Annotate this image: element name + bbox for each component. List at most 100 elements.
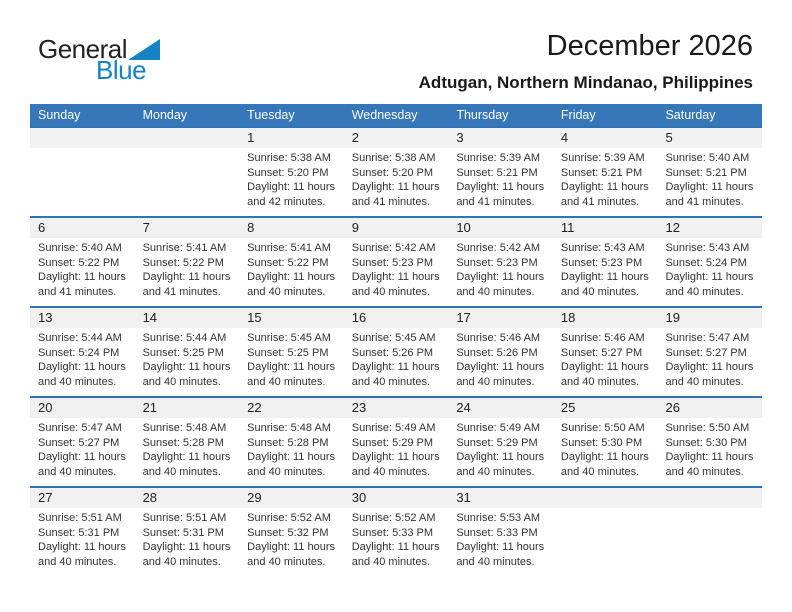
day-number: 16 (343, 308, 449, 328)
day-number: 7 (134, 218, 240, 238)
day-number: 28 (134, 488, 240, 508)
day-details: Sunrise: 5:51 AM Sunset: 5:31 PM Daylight:… (135, 508, 240, 569)
detail-line: Sunrise: 5:47 AM (38, 422, 122, 434)
day-cell: 5 Sunrise: 5:40 AM Sunset: 5:21 PM Daylight… (657, 128, 763, 216)
detail-line: Sunrise: 5:45 AM (351, 332, 436, 344)
detail-line: Sunset: 5:21 PM (665, 166, 747, 179)
day-details: Sunrise: 5:39 AM Sunset: 5:21 PM Daylight:… (448, 148, 553, 209)
detail-line: Sunset: 5:22 PM (38, 256, 120, 269)
day-details: Sunrise: 5:47 AM Sunset: 5:27 PM Daylight:… (657, 328, 762, 389)
detail-line: and 40 minutes. (665, 465, 744, 478)
day-cell: 7 Sunrise: 5:41 AM Sunset: 5:22 PM Daylight… (134, 218, 240, 306)
detail-line: Sunset: 5:33 PM (351, 526, 434, 539)
general-blue-logo: General Blue (38, 36, 160, 83)
detail-line: Sunrise: 5:46 AM (560, 332, 645, 344)
detail-line: and 41 minutes. (38, 285, 117, 298)
detail-line: Sunset: 5:26 PM (351, 346, 434, 359)
weekday-saturday: Saturday (665, 108, 716, 122)
page-subtitle: Adtugan, Northern Mindanao, Philippines (418, 73, 753, 92)
detail-line: Daylight: 11 hours (38, 451, 126, 463)
day-cell: 26 Sunrise: 5:50 AM Sunset: 5:30 PM Dayligh… (657, 398, 763, 486)
detail-line: and 42 minutes. (247, 195, 326, 208)
detail-line: and 40 minutes. (142, 465, 221, 478)
detail-line: Daylight: 11 hours (560, 181, 649, 193)
detail-line: and 40 minutes. (456, 285, 535, 298)
day-details: Sunrise: 5:38 AM Sunset: 5:20 PM Daylight:… (344, 148, 449, 209)
detail-line: Sunrise: 5:51 AM (38, 512, 122, 524)
detail-line: and 40 minutes. (665, 285, 744, 298)
day-details: Sunrise: 5:46 AM Sunset: 5:26 PM Daylight:… (448, 328, 553, 389)
weekday-thursday: Thursday (456, 108, 509, 122)
weekday-wednesday: Wednesday (351, 108, 418, 122)
day-number: 21 (134, 398, 240, 418)
detail-line: Daylight: 11 hours (456, 181, 545, 193)
day-number: 12 (657, 218, 763, 238)
day-cell: 15 Sunrise: 5:45 AM Sunset: 5:25 PM Dayligh… (239, 308, 344, 396)
detail-line: Daylight: 11 hours (142, 361, 231, 373)
detail-line: Sunset: 5:21 PM (560, 166, 643, 179)
detail-line: Sunset: 5:25 PM (142, 346, 224, 359)
day-details: Sunrise: 5:49 AM Sunset: 5:29 PM Daylight:… (448, 418, 553, 479)
day-number: 6 (30, 218, 135, 238)
day-number: 24 (448, 398, 553, 418)
day-cell: 25 Sunrise: 5:50 AM Sunset: 5:30 PM Dayligh… (552, 398, 658, 486)
detail-line: Sunrise: 5:43 AM (665, 242, 750, 254)
detail-line: Sunset: 5:30 PM (665, 436, 747, 449)
day-details: Sunrise: 5:43 AM Sunset: 5:23 PM Daylight:… (553, 238, 658, 299)
detail-line: Daylight: 11 hours (38, 541, 126, 553)
detail-line: Sunrise: 5:42 AM (351, 242, 436, 254)
detail-line: Daylight: 11 hours (351, 181, 440, 193)
detail-line: Sunrise: 5:39 AM (456, 152, 541, 164)
day-details: Sunrise: 5:52 AM Sunset: 5:32 PM Daylight:… (239, 508, 344, 569)
detail-line: Sunset: 5:26 PM (456, 346, 538, 359)
detail-line: Sunrise: 5:50 AM (665, 422, 750, 434)
detail-line: and 41 minutes. (560, 195, 640, 208)
day-details: Sunrise: 5:42 AM Sunset: 5:23 PM Daylight:… (448, 238, 553, 299)
weekday-tuesday: Tuesday (247, 108, 295, 122)
day-details: Sunrise: 5:41 AM Sunset: 5:22 PM Daylight:… (239, 238, 344, 299)
detail-line: Sunrise: 5:45 AM (247, 332, 331, 344)
day-number: 1 (239, 128, 344, 148)
day-number: 20 (30, 398, 135, 418)
day-number: 29 (239, 488, 344, 508)
week-row: 20 Sunrise: 5:47 AM Sunset: 5:27 PM Dayligh… (30, 396, 763, 486)
detail-line: and 40 minutes. (142, 555, 221, 568)
weekday-monday: Monday (142, 108, 188, 122)
detail-line: Sunrise: 5:40 AM (665, 152, 750, 164)
detail-line: and 40 minutes. (38, 555, 117, 568)
day-cell: 14 Sunrise: 5:44 AM Sunset: 5:25 PM Dayligh… (134, 308, 240, 396)
detail-line: Daylight: 11 hours (456, 541, 545, 553)
detail-line: Sunrise: 5:49 AM (456, 422, 541, 434)
day-details: Sunrise: 5:44 AM Sunset: 5:24 PM Daylight:… (30, 328, 135, 389)
day-details: Sunrise: 5:51 AM Sunset: 5:31 PM Daylight:… (30, 508, 135, 569)
detail-line: and 40 minutes. (560, 465, 640, 478)
day-details: Sunrise: 5:44 AM Sunset: 5:25 PM Daylight:… (135, 328, 240, 389)
day-number: 15 (239, 308, 344, 328)
detail-line: Daylight: 11 hours (38, 361, 126, 373)
day-number: 25 (552, 398, 658, 418)
empty-day-cell (657, 488, 763, 576)
day-number (552, 488, 658, 508)
day-cell: 17 Sunrise: 5:46 AM Sunset: 5:26 PM Dayligh… (448, 308, 553, 396)
calendar: Sunday Monday Tuesday Wednesday Thursday… (30, 104, 763, 576)
detail-line: and 40 minutes. (456, 375, 535, 388)
detail-line: Sunrise: 5:48 AM (247, 422, 331, 434)
day-cell: 9 Sunrise: 5:42 AM Sunset: 5:23 PM Daylight… (343, 218, 449, 306)
detail-line: Sunrise: 5:51 AM (142, 512, 227, 524)
detail-line: Sunset: 5:30 PM (560, 436, 643, 449)
day-cell: 29 Sunrise: 5:52 AM Sunset: 5:32 PM Dayligh… (239, 488, 344, 576)
logo-text-general: General (38, 34, 128, 64)
day-details: Sunrise: 5:53 AM Sunset: 5:33 PM Daylight:… (448, 508, 553, 569)
logo-triangle-icon (128, 39, 160, 60)
detail-line: Daylight: 11 hours (247, 271, 336, 283)
day-details: Sunrise: 5:49 AM Sunset: 5:29 PM Daylight:… (344, 418, 449, 479)
detail-line: Sunset: 5:23 PM (456, 256, 538, 269)
day-number (30, 128, 135, 148)
detail-line: Sunset: 5:22 PM (142, 256, 224, 269)
detail-line: Daylight: 11 hours (665, 181, 754, 193)
detail-line: and 40 minutes. (351, 555, 431, 568)
day-number: 22 (239, 398, 344, 418)
week-row: 13 Sunrise: 5:44 AM Sunset: 5:24 PM Dayligh… (30, 306, 763, 396)
day-number: 8 (239, 218, 344, 238)
detail-line: Sunrise: 5:43 AM (560, 242, 645, 254)
